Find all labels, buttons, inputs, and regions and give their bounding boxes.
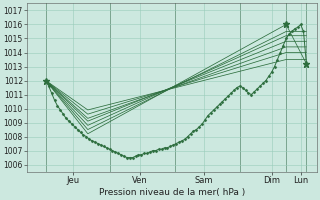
X-axis label: Pression niveau de la mer( hPa ): Pression niveau de la mer( hPa )	[99, 188, 245, 197]
